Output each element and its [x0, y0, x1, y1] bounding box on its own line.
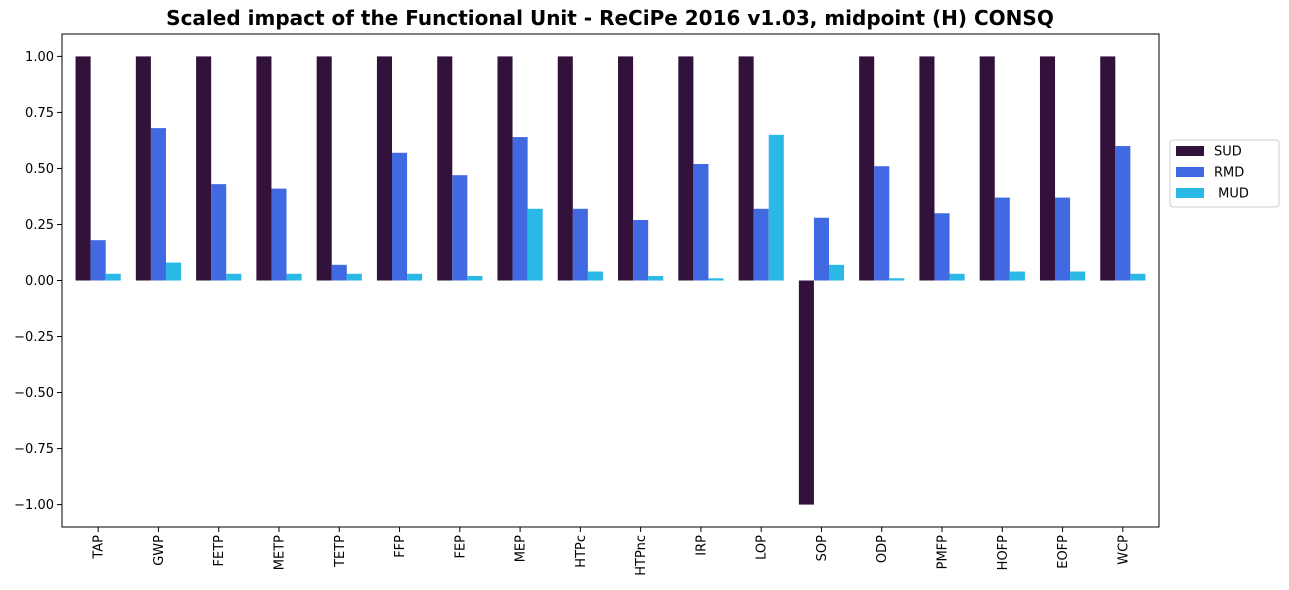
bar-wcp-mud — [1130, 273, 1146, 281]
bar-hofp-rmd — [994, 197, 1010, 281]
x-tick-label: HTPnc — [634, 535, 649, 576]
bar-ffp-sud — [376, 56, 393, 281]
bar-htpnc-rmd — [633, 219, 649, 281]
x-tick-label: SOP — [815, 535, 830, 561]
bar-irp-sud — [678, 56, 694, 281]
bar-ffp-mud — [407, 273, 423, 281]
bar-fetp-mud — [226, 273, 242, 281]
x-tick-label: EOFP — [1056, 535, 1071, 569]
bar-hofp-mud — [1009, 271, 1025, 281]
bar-odp-sud — [859, 56, 875, 281]
bar-pmfp-mud — [949, 273, 965, 281]
bar-sop-rmd — [813, 217, 829, 281]
bar-metp-sud — [256, 56, 272, 281]
y-tick-label: −0.50 — [14, 386, 54, 401]
bar-tetp-sud — [316, 56, 332, 281]
bar-gwp-mud — [165, 262, 182, 281]
x-axis: TAP GWP FETP METP TETP FFP FEP MEP HTPc HTPnc IRP L… — [92, 527, 1131, 576]
bar-metp-mud — [286, 273, 302, 281]
y-tick-label: −1.00 — [14, 498, 54, 513]
x-tick-label: WCP — [1116, 535, 1131, 565]
bar-htpnc-mud — [648, 276, 664, 281]
bar-htpc-sud — [557, 56, 573, 281]
bar-lop-mud — [768, 134, 784, 281]
bar-fep-mud — [467, 276, 483, 281]
legend-swatch — [1176, 146, 1204, 156]
bar-fetp-rmd — [211, 184, 227, 281]
bar-sop-mud — [828, 264, 845, 281]
bar-fep-rmd — [452, 175, 468, 281]
x-tick-label: FETP — [212, 535, 227, 567]
y-axis: 1.00 0.75 0.50 0.25 0.00 −0.25 −0.50 −0.75 −1.00 — [14, 50, 62, 513]
y-tick-label: 0.00 — [25, 274, 54, 289]
bar-pmfp-rmd — [934, 213, 950, 281]
x-tick-label: PMFP — [936, 535, 951, 570]
y-tick-label: 0.25 — [25, 218, 54, 233]
bar-tetp-mud — [346, 273, 362, 281]
legend-label: SUD — [1214, 145, 1242, 160]
bar-eofp-rmd — [1055, 197, 1071, 281]
bar-ffp-rmd — [392, 152, 408, 281]
bar-wcp-sud — [1100, 56, 1116, 281]
bar-htpc-rmd — [572, 208, 588, 281]
bar-wcp-rmd — [1115, 146, 1131, 281]
bar-sop-sud — [798, 280, 814, 505]
y-tick-label: 1.00 — [25, 50, 54, 65]
x-tick-label: HTPc — [574, 535, 589, 568]
bar-mep-rmd — [512, 137, 528, 281]
bar-odp-rmd — [874, 166, 890, 281]
x-tick-label: LOP — [755, 535, 770, 560]
bar-irp-mud — [708, 278, 724, 281]
bar-eofp-mud — [1070, 271, 1086, 281]
legend-swatch — [1176, 167, 1204, 177]
legend-label: RMD — [1214, 166, 1244, 181]
y-tick-label: −0.75 — [14, 442, 54, 457]
bar-tetp-rmd — [331, 264, 347, 281]
bar-hofp-sud — [979, 56, 995, 281]
bar-lop-rmd — [753, 208, 769, 281]
legend-swatch — [1176, 188, 1204, 198]
bar-tap-mud — [105, 273, 121, 281]
x-tick-label: HOFP — [996, 535, 1011, 570]
bar-eofp-sud — [1039, 56, 1056, 281]
bars — [75, 56, 1146, 505]
bar-pmfp-sud — [919, 56, 935, 281]
y-tick-label: 0.50 — [25, 162, 54, 177]
bar-mep-mud — [527, 208, 543, 281]
y-tick-label: −0.25 — [14, 330, 54, 345]
x-tick-label: FFP — [393, 535, 408, 558]
y-tick-label: 0.75 — [25, 106, 54, 121]
legend-label: MUD — [1214, 187, 1249, 202]
bar-tap-rmd — [90, 240, 106, 281]
bar-metp-rmd — [271, 188, 287, 281]
x-tick-label: METP — [272, 535, 287, 570]
x-tick-label: MEP — [514, 535, 529, 562]
plot-frame — [61, 33, 1160, 528]
bar-odp-mud — [889, 278, 905, 281]
bar-irp-rmd — [693, 163, 709, 281]
chart-title: Scaled impact of the Functional Unit - R… — [166, 6, 1054, 30]
x-tick-label: ODP — [875, 535, 890, 563]
bar-fep-sud — [437, 56, 453, 281]
bar-gwp-rmd — [150, 128, 166, 281]
bar-tap-sud — [75, 56, 91, 281]
bar-gwp-sud — [135, 56, 151, 281]
x-tick-label: IRP — [694, 535, 709, 556]
x-tick-label: FEP — [453, 535, 468, 559]
bar-htpnc-sud — [618, 56, 634, 281]
bar-lop-sud — [738, 56, 754, 281]
legend: SUD RMD MUD — [1169, 139, 1280, 208]
bar-htpc-mud — [587, 271, 603, 281]
x-tick-label: TETP — [333, 535, 348, 568]
bar-fetp-sud — [196, 56, 212, 281]
x-tick-label: TAP — [92, 535, 107, 560]
x-tick-label: GWP — [152, 535, 167, 566]
bar-mep-sud — [497, 56, 513, 281]
